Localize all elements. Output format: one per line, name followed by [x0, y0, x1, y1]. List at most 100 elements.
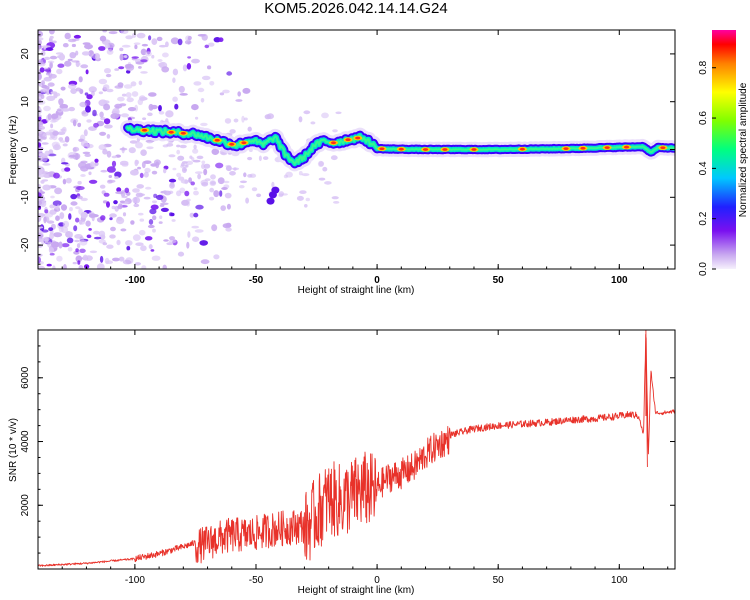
spectrogram-noise-cell — [91, 90, 95, 97]
spectrogram-y-tick-label: 10 — [20, 96, 31, 108]
spectrogram-noise-cell — [148, 35, 152, 41]
spectrogram-noise-cell — [38, 30, 44, 38]
spectrogram-noise-cell — [75, 255, 83, 263]
snr-series-line — [38, 330, 675, 567]
spectrogram-noise-cell — [221, 187, 228, 190]
spectrogram-noise-cell — [182, 64, 188, 72]
spectrogram-noise-cell — [98, 91, 104, 95]
spectrogram-noise-cell — [130, 220, 135, 225]
ridge-hotspot-core — [241, 141, 247, 145]
spectrogram-noise-cell — [193, 81, 202, 86]
spectrogram-noise-cell — [201, 75, 211, 81]
spectrogram-noise-cell — [56, 68, 63, 75]
spectrogram-noise-cell — [158, 221, 163, 224]
ridge-hotspot-core — [398, 147, 404, 151]
spectrogram-noise-cell — [251, 187, 258, 192]
spectrogram-noise-cell — [298, 116, 303, 123]
spectrogram-noise-cell — [143, 196, 151, 200]
spectrogram-y-tick-label: -10 — [20, 190, 31, 205]
spectrogram-noise-cell — [159, 215, 163, 219]
spectrogram-noise-cell — [130, 81, 137, 87]
spectrogram-noise-cell — [114, 85, 123, 89]
spectrogram-noise-cell — [74, 239, 80, 243]
spectrogram-noise-cell — [176, 190, 182, 197]
spectrogram-noise-cell — [38, 142, 42, 148]
spectrogram-noise-cell — [52, 265, 56, 269]
spectrogram-noise-cell — [142, 117, 147, 120]
spectrogram-noise-cell — [247, 126, 252, 132]
spectrogram-noise-cell — [131, 91, 139, 97]
spectrogram-noise-cell — [156, 36, 163, 42]
spectrogram-noise-cell — [235, 99, 243, 102]
spectrogram-noise-cell — [65, 177, 72, 184]
spectrogram-noise-cell — [126, 97, 134, 103]
spectrogram-noise-cell — [243, 172, 247, 178]
spectrogram-noise-cell — [197, 173, 202, 180]
spectrogram-noise-cell — [132, 234, 141, 242]
spectrogram-noise-cell — [237, 91, 241, 97]
spectrogram-noise-cell — [72, 119, 77, 127]
spectrogram-noise-cell — [91, 52, 100, 60]
spectrogram-noise-cell — [210, 174, 216, 180]
spectrogram-noise-cell — [209, 81, 215, 86]
ridge-hotspot-core — [141, 128, 148, 132]
spectrogram-noise-cell — [148, 92, 157, 97]
spectrogram-noise-cell — [186, 200, 191, 207]
spectrogram-noise-cell — [62, 143, 68, 147]
spectrogram-noise-cell — [56, 255, 63, 262]
spectrogram-noise-cell — [119, 200, 126, 204]
spectrogram-noise-cell — [84, 153, 91, 157]
spectrogram-noise-cell — [143, 160, 152, 164]
spectrogram-noise-cell — [322, 166, 328, 172]
spectrogram-noise-cell — [38, 116, 42, 121]
spectrogram-noise-cell — [225, 227, 232, 232]
ridge-hotspot-core — [214, 138, 220, 142]
spectrogram-noise-cell — [99, 184, 106, 189]
spectrogram-noise-cell — [241, 115, 245, 123]
spectrogram-y-tick-label: 0 — [20, 146, 31, 152]
spectrogram-noise-cell — [94, 236, 102, 240]
spectrogram-noise-cell — [207, 65, 212, 70]
spectrogram-noise-cell — [134, 159, 139, 167]
colorbar-ticks: 0.0 0.2 0.4 0.6 0.8 — [698, 60, 716, 276]
spectrogram-noise-cell — [152, 215, 157, 221]
spectrogram-noise-cell — [138, 80, 143, 86]
spectrogram-y-tick-label: 20 — [20, 48, 31, 60]
spectrogram-noise-cell — [242, 87, 251, 94]
spectrogram-noise-cell — [84, 92, 89, 96]
spectrogram-noise-cell — [118, 66, 125, 70]
spectrogram-noise-cell — [271, 181, 275, 188]
spectrogram-noise-cell — [82, 151, 91, 155]
chart-title: KOM5.2026.042.14.14.G24 — [264, 0, 448, 17]
spectrogram-noise-cell — [70, 193, 78, 200]
spectrogram-noise-cell — [44, 209, 49, 214]
spectrogram-noise-cell — [42, 184, 52, 191]
spectrogram-noise-cell — [106, 88, 114, 93]
spectrogram-noise-cell — [192, 236, 200, 242]
spectrogram-noise-cell — [192, 159, 201, 163]
spectrogram-noise-cell — [136, 184, 144, 189]
spectrogram-noise-cell — [172, 96, 178, 102]
spectrogram-noise-cell — [71, 60, 80, 63]
spectrogram-noise-cell — [80, 165, 89, 172]
spectrogram-noise-cell — [76, 186, 85, 191]
spectrogram-noise-cell — [75, 50, 79, 56]
spectrogram-noise-cell — [67, 83, 77, 90]
ridge-hotspot-core — [604, 146, 610, 149]
spectrogram-noise-cell — [49, 204, 56, 209]
spectrogram-noise-cell — [226, 71, 233, 76]
spectrogram-noise-cell — [84, 43, 93, 50]
spectrogram-noise-cell — [94, 161, 99, 167]
spectrogram-noise-cell — [75, 217, 80, 223]
spectrogram-noise-cell — [162, 52, 169, 58]
spectrogram-noise-cell — [184, 179, 189, 185]
snr-y-tick-label: 4000 — [20, 430, 31, 453]
snr-x-label: Height of straight line (km) — [298, 585, 415, 596]
spectrogram-noise-cell — [201, 33, 208, 41]
spectrogram-noise-cell — [129, 140, 138, 144]
spectrogram-noise-cell — [191, 225, 200, 229]
spectrogram-noise-cell — [194, 229, 204, 233]
spectrogram-noise-cell — [122, 212, 127, 217]
spectrogram-noise-cell — [99, 255, 104, 263]
ridge-hotspot-core — [229, 142, 235, 146]
